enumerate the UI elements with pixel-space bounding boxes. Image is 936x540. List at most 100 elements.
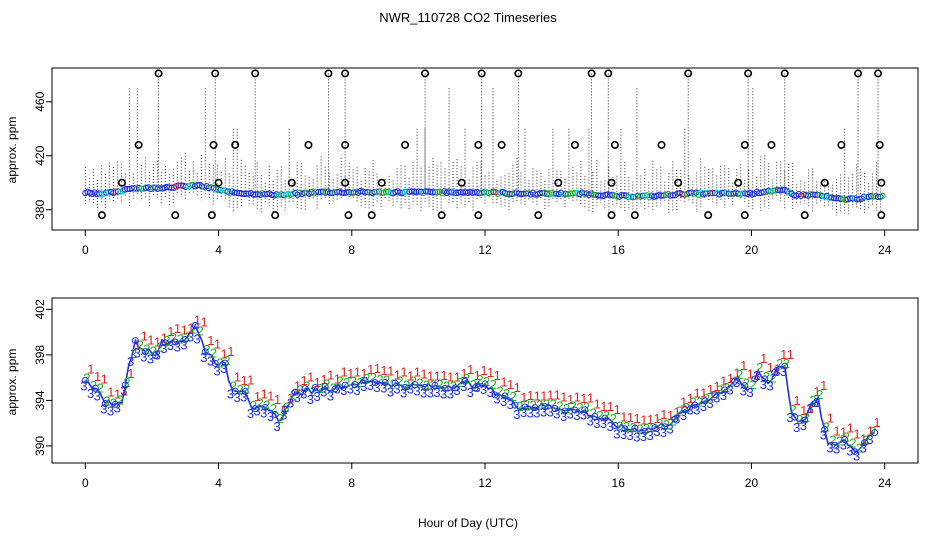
- series-1-label: 1: [280, 402, 287, 417]
- series-2-label: 2: [550, 397, 557, 412]
- series-3-label: 3: [840, 438, 847, 453]
- outlier-point: [740, 211, 749, 220]
- outlier-point: [457, 178, 466, 187]
- series-3-label: 3: [247, 406, 254, 421]
- series-1-label: 1: [340, 365, 347, 380]
- series-1-label: 1: [427, 368, 434, 383]
- series-3-label: 3: [293, 390, 300, 405]
- series-1-label: 1: [540, 389, 547, 404]
- series-3-label: 3: [420, 385, 427, 400]
- series-2-label: 2: [570, 398, 577, 413]
- series-3-label: 3: [487, 385, 494, 400]
- series-1-label: 1: [274, 392, 281, 407]
- series-point: [631, 424, 639, 432]
- series-3-label: 3: [660, 425, 667, 440]
- series-point: [601, 414, 609, 422]
- series-2-label: 2: [789, 402, 796, 417]
- series-2-label: 2: [576, 400, 583, 415]
- series-3-label: 3: [400, 385, 407, 400]
- series-point: [351, 381, 359, 389]
- series-2-label: 2: [237, 382, 244, 397]
- series-3-label: 3: [80, 378, 87, 393]
- series-1-label: 1: [307, 370, 314, 385]
- series-1-label: 1: [647, 412, 654, 427]
- series-point: [851, 448, 859, 456]
- series-1-label: 1: [460, 366, 467, 381]
- series-3-label: 3: [440, 386, 447, 401]
- series-2-label: 2: [316, 381, 323, 396]
- series-1-label: 1: [454, 369, 461, 384]
- series-2-label: 2: [97, 380, 104, 395]
- series-1-label: 1: [660, 407, 667, 422]
- series-1-label: 1: [394, 368, 401, 383]
- series-point: [391, 379, 399, 387]
- series-2-label: 2: [729, 374, 736, 389]
- series-point: [311, 383, 319, 391]
- series-point: [141, 348, 149, 356]
- series-point: [831, 441, 839, 449]
- series-3-label: 3: [200, 350, 207, 365]
- series-point: [431, 381, 439, 389]
- outlier-point: [874, 69, 883, 78]
- series-1-label: 1: [107, 385, 114, 400]
- series-3-label: 3: [240, 389, 247, 404]
- series-3-label: 3: [813, 395, 820, 410]
- series-3-label: 3: [580, 408, 587, 423]
- series-1-label: 1: [214, 336, 221, 351]
- series-1-label: 1: [654, 411, 661, 426]
- series-1-label: 1: [740, 358, 747, 373]
- series-point: [91, 384, 99, 392]
- series-1-label: 1: [760, 351, 767, 366]
- outlier-point: [341, 178, 350, 187]
- outlier-point: [344, 211, 353, 220]
- series-1-label: 1: [227, 344, 234, 359]
- series-point: [221, 359, 229, 367]
- y-tick-label: 460: [33, 91, 47, 111]
- outlier-point: [477, 69, 486, 78]
- outlier-point: [854, 69, 863, 78]
- series-3-label: 3: [593, 416, 600, 431]
- series-1-label: 1: [773, 361, 780, 376]
- y-tick-label: 398: [33, 345, 47, 365]
- series-2-label: 2: [696, 394, 703, 409]
- series-3-label: 3: [480, 382, 487, 397]
- series-3-label: 3: [214, 363, 221, 378]
- outlier-point: [534, 211, 543, 220]
- series-1-label: 1: [554, 388, 561, 403]
- series-3-label: 3: [107, 404, 114, 419]
- series-2-label: 2: [496, 384, 503, 399]
- series-2-label: 2: [197, 323, 204, 338]
- outlier-point: [630, 211, 639, 220]
- series-2-label: 2: [610, 411, 617, 426]
- series-3-label: 3: [567, 406, 574, 421]
- series-1-label: 1: [747, 367, 754, 382]
- x-tick-label: 24: [878, 243, 892, 257]
- series-2-label: 2: [110, 396, 117, 411]
- series-1-label: 1: [720, 373, 727, 388]
- series-point: [541, 403, 549, 411]
- outlier-point: [171, 211, 180, 220]
- series-3-label: 3: [460, 379, 467, 394]
- series-3-label: 3: [194, 331, 201, 346]
- series-1-label: 1: [640, 413, 647, 428]
- series-point: [101, 400, 109, 408]
- series-3-label: 3: [693, 402, 700, 417]
- series-2-label: 2: [270, 401, 277, 416]
- series-2-label: 2: [390, 377, 397, 392]
- series-3-label: 3: [267, 409, 274, 424]
- series-3-label: 3: [147, 351, 154, 366]
- series-2-label: 2: [836, 433, 843, 448]
- series-1-label: 1: [680, 395, 687, 410]
- series-point: [861, 439, 869, 447]
- series-2-label: 2: [376, 372, 383, 387]
- series-2-label: 2: [556, 398, 563, 413]
- series-point: [591, 412, 599, 420]
- series-1-label: 1: [507, 377, 514, 392]
- series-point: [611, 422, 619, 430]
- series-1-label: 1: [161, 331, 168, 346]
- series-point: [651, 424, 659, 432]
- series-2-label: 2: [350, 373, 357, 388]
- series-1-label: 1: [867, 424, 874, 439]
- series-1-label: 1: [354, 364, 361, 379]
- series-3-label: 3: [360, 379, 367, 394]
